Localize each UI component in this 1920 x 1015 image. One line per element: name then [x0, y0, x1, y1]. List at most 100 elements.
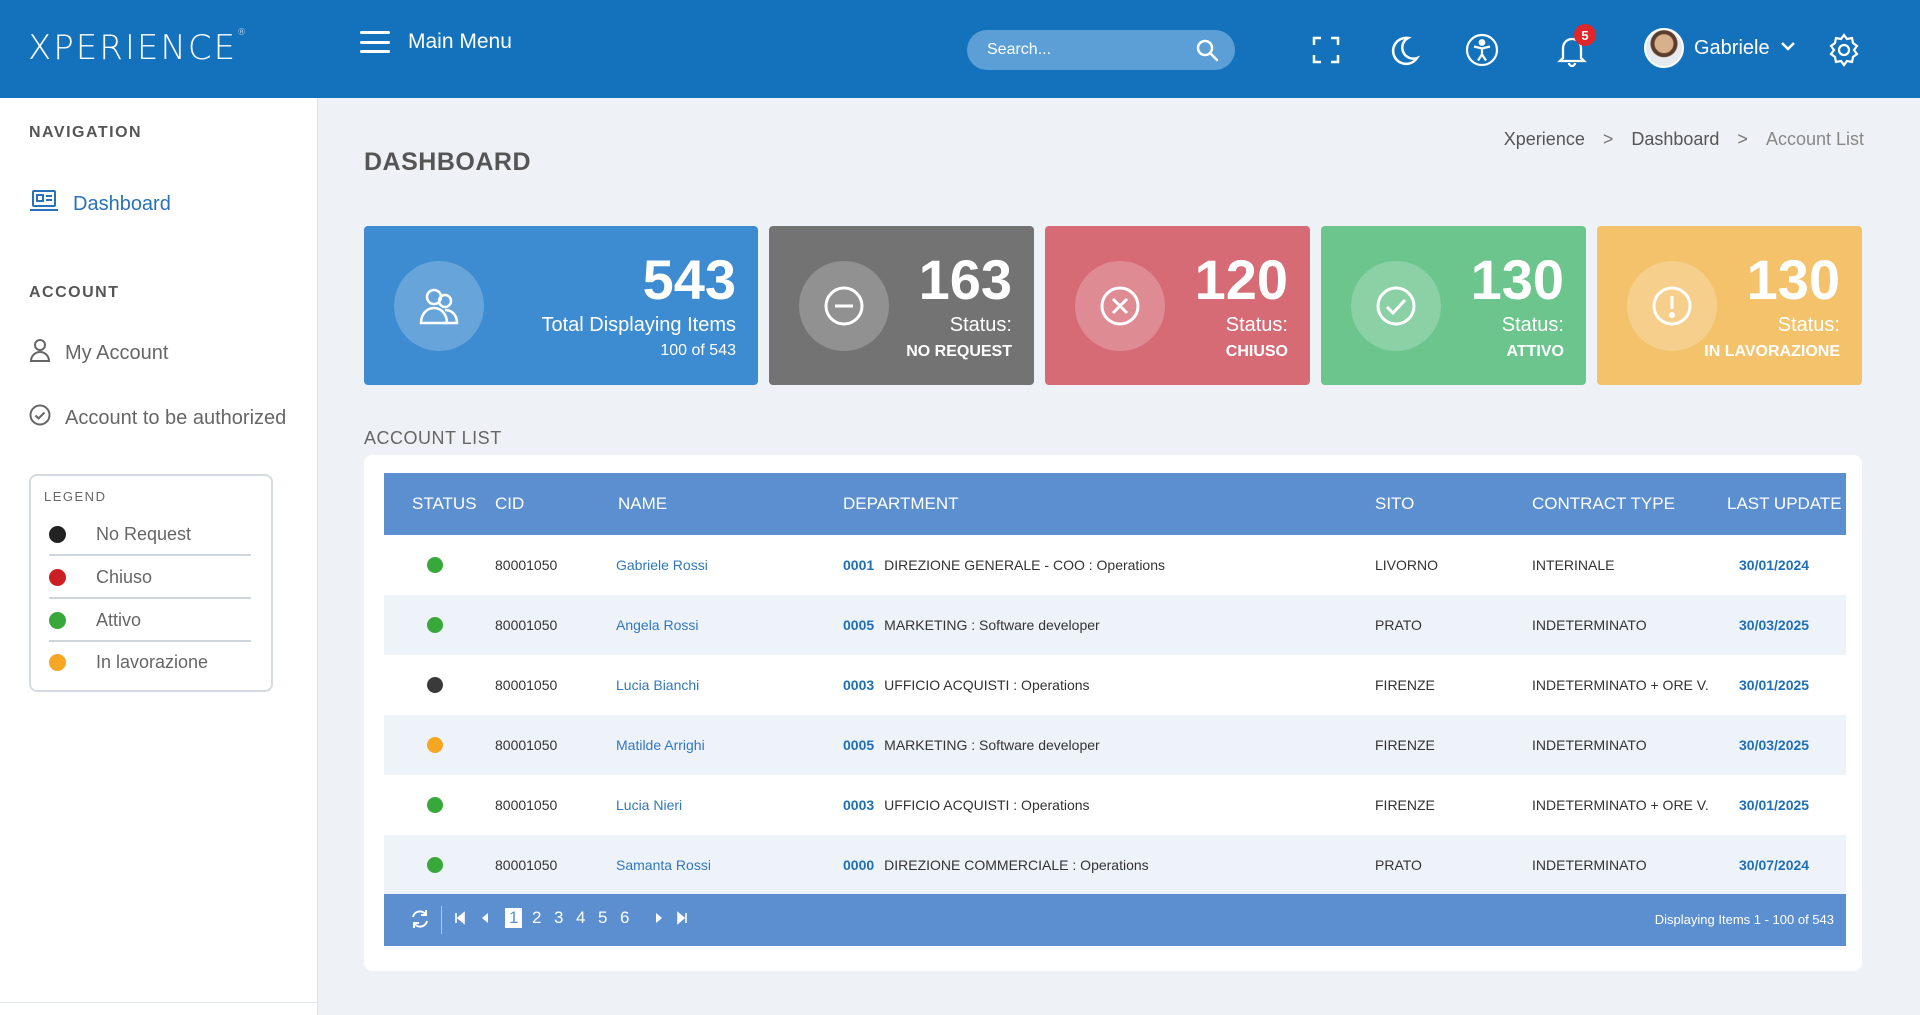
page-number-4[interactable]: 4: [576, 908, 586, 927]
dark-mode-icon[interactable]: [1384, 30, 1424, 70]
account-name-link[interactable]: Matilde Arrighi: [616, 737, 705, 753]
main-menu-button[interactable]: Main Menu: [360, 30, 512, 54]
account-name-link[interactable]: Gabriele Rossi: [616, 557, 708, 573]
prev-page-icon[interactable]: [480, 908, 490, 933]
sidebar-item-dashboard[interactable]: Dashboard: [29, 190, 171, 218]
account-name-link[interactable]: Angela Rossi: [616, 617, 699, 633]
account-name-link[interactable]: Lucia Nieri: [616, 797, 683, 813]
legend-title: LEGEND: [44, 489, 107, 504]
stat-card-chiuso[interactable]: 120 Status: CHIUSO: [1045, 226, 1310, 385]
table-row[interactable]: 80001050 Gabriele Rossi 0001 DIREZIONE GE…: [384, 535, 1846, 595]
stat-value: 163: [918, 248, 1012, 311]
chevron-down-icon: [1780, 39, 1796, 57]
department-code: 0000: [843, 857, 875, 873]
fullscreen-icon[interactable]: [1306, 30, 1346, 70]
legend-item: In lavorazione: [49, 641, 251, 683]
accessibility-icon[interactable]: [1462, 30, 1502, 70]
account-table: STATUS CID NAME DEPARTMENT SITO CONTRACT…: [384, 473, 1846, 895]
search-icon[interactable]: [1195, 38, 1219, 67]
department-code: 0003: [843, 797, 875, 813]
column-header[interactable]: CONTRACT TYPE: [1532, 494, 1675, 513]
legend-box: LEGEND No Request Chiuso Attivo In lavor…: [29, 474, 273, 692]
main-menu-label: Main Menu: [408, 30, 512, 53]
stat-status: ATTIVO: [1506, 343, 1564, 360]
stat-label: Status:: [1501, 314, 1564, 336]
notifications-icon[interactable]: 5: [1552, 24, 1596, 70]
sito-cell: PRATO: [1375, 617, 1422, 633]
page-number-1[interactable]: 1: [505, 908, 523, 928]
user-menu[interactable]: Gabriele: [1644, 28, 1796, 68]
check-circle-icon: [29, 404, 51, 432]
cid-cell: 80001050: [495, 677, 558, 693]
legend-label: In lavorazione: [96, 651, 209, 672]
pagination-bar: 1 2 3 4 5 6 Displaying Items 1 - 100 of …: [384, 894, 1846, 946]
last-update-cell: 30/01/2024: [1739, 557, 1810, 573]
column-header[interactable]: STATUS: [412, 494, 477, 513]
breadcrumb-item[interactable]: Xperience: [1503, 129, 1585, 149]
status-dot: [427, 857, 443, 873]
first-page-icon[interactable]: [454, 908, 466, 933]
refresh-icon[interactable]: [410, 908, 430, 935]
stat-card-in-lavorazione[interactable]: 130 Status: IN LAVORAZIONE: [1597, 226, 1862, 385]
department-name: MARKETING : Software developer: [884, 617, 1100, 633]
notification-badge: 5: [1574, 24, 1596, 46]
sidebar-item-my-account[interactable]: My Account: [29, 338, 168, 368]
column-header[interactable]: SITO: [1375, 494, 1415, 513]
last-update-cell: 30/03/2025: [1739, 737, 1810, 753]
breadcrumb-item[interactable]: Dashboard: [1631, 129, 1720, 149]
table-row[interactable]: 80001050 Samanta Rossi 0000 DIREZIONE COM…: [384, 835, 1846, 895]
settings-gear-icon[interactable]: [1824, 30, 1864, 70]
column-header[interactable]: DEPARTMENT: [843, 494, 959, 513]
table-row[interactable]: 80001050 Lucia Bianchi 0003 UFFICIO ACQUI…: [384, 655, 1846, 715]
page-number-3[interactable]: 3: [554, 908, 564, 927]
legend-item: Chiuso: [49, 557, 251, 599]
breadcrumb-separator: >: [1737, 129, 1748, 149]
next-page-icon[interactable]: [654, 908, 664, 933]
minus-circle-icon: [799, 261, 889, 351]
stat-status: NO REQUEST: [906, 343, 1012, 360]
account-heading: ACCOUNT: [29, 284, 120, 301]
page-number-5[interactable]: 5: [598, 908, 608, 927]
sidebar-item-label: Account to be authorized: [65, 406, 287, 429]
cid-cell: 80001050: [495, 557, 558, 573]
dashboard-icon: [29, 190, 59, 218]
search-box: [967, 30, 1235, 70]
department-code: 0005: [843, 737, 875, 753]
breadcrumb-current: Account List: [1765, 129, 1864, 149]
table-row[interactable]: 80001050 Matilde Arrighi 0005 MARKETING :…: [384, 715, 1846, 775]
legend-label: No Request: [96, 523, 192, 544]
legend-dot: [49, 653, 66, 671]
pager-info: Displaying Items 1 - 100 of 543: [1654, 912, 1834, 927]
last-page-icon[interactable]: [676, 908, 688, 933]
page-number-6[interactable]: 6: [620, 908, 630, 927]
avatar: [1644, 28, 1684, 68]
department-code: 0005: [843, 617, 875, 633]
sidebar-item-account-to-be-authorized[interactable]: Account to be authorized: [29, 404, 286, 432]
department-name: MARKETING : Software developer: [884, 737, 1100, 753]
cid-cell: 80001050: [495, 857, 558, 873]
legend-label: Attivo: [96, 609, 142, 630]
account-name-link[interactable]: Lucia Bianchi: [616, 677, 700, 693]
department-name: UFFICIO ACQUISTI : Operations: [884, 797, 1090, 813]
stat-card-attivo[interactable]: 130 Status: ATTIVO: [1321, 226, 1586, 385]
check-circle-icon: [1351, 261, 1441, 351]
hamburger-icon: [360, 31, 390, 53]
column-header[interactable]: NAME: [618, 494, 668, 513]
column-header[interactable]: LAST UPDATE: [1727, 494, 1842, 513]
account-list-panel: STATUS CID NAME DEPARTMENT SITO CONTRACT…: [364, 455, 1862, 971]
logo-text: XPERIENCE: [28, 28, 238, 68]
table-row[interactable]: 80001050 Angela Rossi 0005 MARKETING : So…: [384, 595, 1846, 655]
page-number-2[interactable]: 2: [532, 908, 542, 927]
account-name-link[interactable]: Samanta Rossi: [616, 857, 711, 873]
table-row[interactable]: 80001050 Lucia Nieri 0003 UFFICIO ACQUIST…: [384, 775, 1846, 835]
column-header[interactable]: CID: [495, 494, 525, 513]
last-update-cell: 30/07/2024: [1739, 857, 1810, 873]
table-header-row: STATUS CID NAME DEPARTMENT SITO CONTRACT…: [384, 473, 1846, 535]
stat-card-no-request[interactable]: 163 Status: NO REQUEST: [769, 226, 1034, 385]
legend-item: No Request: [49, 514, 251, 556]
stat-card-total[interactable]: 543 Total Displaying Items 100 of 543: [364, 226, 758, 385]
sidebar: NAVIGATION Dashboard ACCOUNT My Account …: [0, 98, 318, 1015]
search-input[interactable]: [967, 30, 1187, 70]
logo[interactable]: XPERIENCE®: [28, 28, 249, 68]
sidebar-divider: [0, 1002, 317, 1003]
